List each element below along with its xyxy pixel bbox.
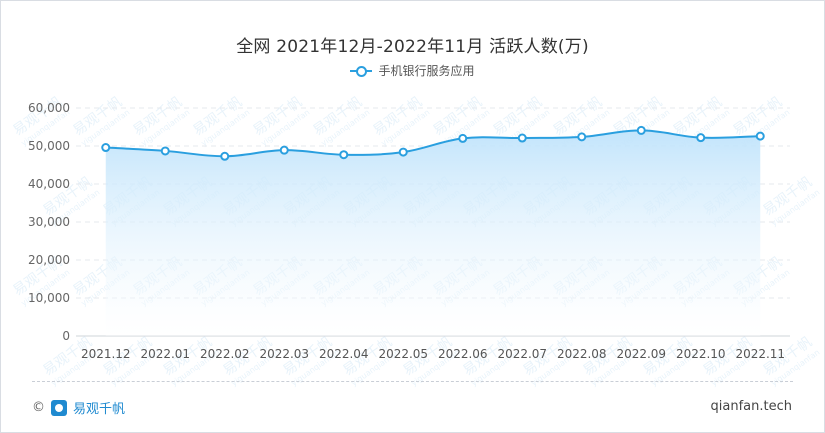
data-point (696, 133, 706, 143)
y-tick-label: 40,000 (28, 177, 70, 191)
chart-title: 全网 2021年12月-2022年11月 活跃人数(万) (236, 37, 589, 57)
data-point (458, 133, 468, 143)
copyright-symbol: © (32, 400, 45, 415)
data-point (160, 146, 170, 156)
y-tick-label: 0 (62, 329, 70, 343)
x-tick-label: 2022.04 (319, 347, 369, 361)
data-point (339, 150, 349, 160)
data-point (577, 132, 587, 142)
data-point (220, 151, 230, 161)
y-tick-label: 60,000 (28, 101, 70, 115)
footer-divider (32, 381, 793, 382)
legend[interactable]: 手机银行服务应用 (0, 62, 825, 79)
series-points (101, 125, 765, 161)
y-tick-label: 30,000 (28, 215, 70, 229)
y-tick-label: 50,000 (28, 139, 70, 153)
legend-label: 手机银行服务应用 (378, 64, 475, 78)
x-tick-label: 2022.11 (735, 347, 785, 361)
data-point (101, 143, 111, 153)
legend-line-marker-icon (350, 65, 373, 77)
x-tick-label: 2022.02 (200, 347, 250, 361)
x-tick-label: 2021.12 (81, 347, 131, 361)
data-point (398, 147, 408, 157)
x-tick-label: 2022.09 (616, 347, 666, 361)
series-area (105, 130, 761, 336)
x-tick-label: 2022.06 (438, 347, 488, 361)
x-axis-ticks: 2021.12 2022.01 2022.02 2022.03 2022.04 2022.… (81, 347, 785, 361)
brand-logo-icon (51, 399, 67, 416)
data-point (279, 145, 289, 155)
y-tick-label: 20,000 (28, 253, 70, 267)
brand-name: 易观千帆 (73, 402, 126, 417)
x-tick-label: 2022.03 (259, 347, 309, 361)
y-tick-label: 10,000 (28, 291, 70, 305)
y-axis-ticks: 0 10,000 20,000 30,000 40,000 50,000 60,000 (28, 101, 70, 343)
data-point (517, 133, 527, 143)
x-tick-label: 2022.10 (676, 347, 726, 361)
x-tick-label: 2022.05 (378, 347, 428, 361)
data-point (636, 125, 646, 135)
x-tick-label: 2022.01 (140, 347, 190, 361)
copyright: © 易观千帆 (32, 398, 125, 417)
site-url[interactable]: qianfan.tech (710, 399, 792, 414)
data-point (755, 131, 765, 141)
x-tick-label: 2022.08 (557, 347, 607, 361)
x-tick-label: 2022.07 (497, 347, 547, 361)
series-line (105, 129, 761, 158)
